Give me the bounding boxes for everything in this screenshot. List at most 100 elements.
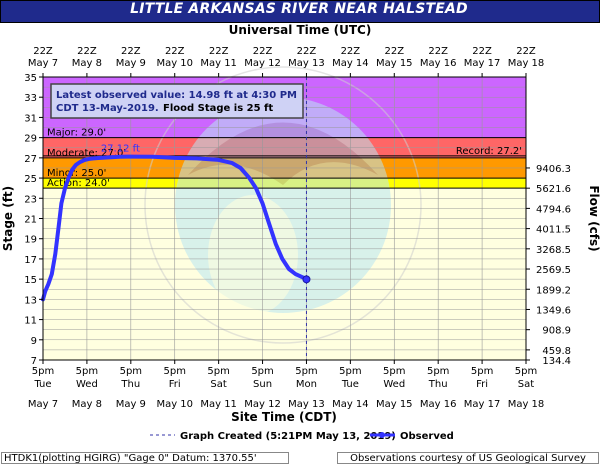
x-tick-date: May 11 <box>200 399 237 410</box>
flow-tick-label: 459.8 <box>542 346 571 357</box>
x-tick-time: 5pm <box>471 366 493 377</box>
watermark-outer-ring <box>144 66 422 344</box>
observed-line <box>41 154 309 302</box>
top-tick-time: 22Z <box>297 46 317 57</box>
top-tick-date: May 15 <box>376 58 413 69</box>
y-tick-label: 19 <box>24 235 37 246</box>
y-tick-label: 25 <box>24 174 37 185</box>
top-tick-date: May 17 <box>464 58 501 69</box>
latest-observation-line3: Flood Stage is 25 ft <box>163 103 273 114</box>
y-tick-label: 13 <box>24 295 37 306</box>
x-tick-time: 5pm <box>251 366 273 377</box>
x-tick-date: May 17 <box>464 399 501 410</box>
latest-observation-line2: CDT 13-May-2019. <box>56 103 159 114</box>
latest-observation-box <box>50 83 304 119</box>
x-tick-time: 5pm <box>339 366 361 377</box>
y-tick-label: 23 <box>24 194 37 205</box>
top-tick-time: 22Z <box>472 46 492 57</box>
y-tick-label: 27 <box>24 154 37 165</box>
top-tick-date: May 18 <box>508 58 545 69</box>
flow-tick-label: 5621.6 <box>536 184 571 195</box>
x-tick-day: Mon <box>296 379 317 390</box>
top-tick-time: 22Z <box>77 46 97 57</box>
x-tick-time: 5pm <box>164 366 186 377</box>
x-tick-date: May 14 <box>332 399 369 410</box>
top-axis-title: Universal Time (UTC) <box>229 23 372 37</box>
x-tick-time: 5pm <box>427 366 449 377</box>
x-tick-day: Wed <box>383 379 405 390</box>
x-tick-date: May 9 <box>116 399 146 410</box>
x-tick-date: May 8 <box>72 399 102 410</box>
datum-footer: HTDK1(plotting HGIRG) "Gage 0" Datum: 13… <box>1 452 289 464</box>
top-tick-date: May 8 <box>72 58 102 69</box>
x-tick-day: Fri <box>169 379 181 390</box>
x-tick-date: May 18 <box>508 399 545 410</box>
x-tick-day: Thu <box>428 379 448 390</box>
legend-observed-label: Observed <box>400 431 454 442</box>
x-tick-day: Wed <box>76 379 98 390</box>
top-tick-date: May 9 <box>116 58 146 69</box>
x-tick-time: 5pm <box>32 366 54 377</box>
x-tick-time: 5pm <box>120 366 142 377</box>
chart-title: LITTLE ARKANSAS RIVER NEAR HALSTEAD <box>130 1 468 17</box>
x-axis-title: Site Time (CDT) <box>231 410 337 424</box>
source-footer: Observations courtesy of US Geological S… <box>337 452 599 464</box>
top-tick-time: 22Z <box>209 46 229 57</box>
y-tick-label: 29 <box>24 134 37 145</box>
y-tick-label: 17 <box>24 255 37 266</box>
threshold-lines: Major: 29.0' Moderate: 27.0' Minor: 25.0'A… <box>43 77 526 360</box>
x-tick-date: May 12 <box>244 399 281 410</box>
x-tick-time: 5pm <box>76 366 98 377</box>
top-tick-date: May 13 <box>288 58 325 69</box>
flow-tick-label: 4011.5 <box>536 225 571 236</box>
flow-tick-label: 134.4 <box>542 356 571 367</box>
y-tick-label: 35 <box>24 73 37 84</box>
x-tick-date: May 7 <box>28 399 58 410</box>
x-tick-date: May 15 <box>376 399 413 410</box>
top-tick-time: 22Z <box>341 46 361 57</box>
x-tick-time: 5pm <box>295 366 317 377</box>
top-tick-date: May 14 <box>332 58 369 69</box>
x-tick-day: Thu <box>120 379 140 390</box>
top-tick-date: May 12 <box>244 58 281 69</box>
legend-observed-marker <box>379 432 385 438</box>
x-tick-time: 5pm <box>207 366 229 377</box>
axes: 7 9 11 13 15 17 19 21 23 25 27 29 31 33 35 Stage (ft) 94… <box>1 23 600 424</box>
top-tick-time: 22Z <box>121 46 141 57</box>
y-tick-label: 21 <box>24 215 37 226</box>
x-tick-day: Tue <box>33 379 51 390</box>
x-tick-day: Sat <box>518 379 534 390</box>
threshold-label-action: Action: 24.0' <box>47 178 110 189</box>
y-tick-label: 15 <box>24 275 37 286</box>
y-tick-label: 11 <box>24 316 37 327</box>
labels: Graph Created (5:21PM May 13, 2019) Obser… <box>50 83 454 442</box>
y-tick-label: 33 <box>24 93 37 104</box>
top-tick-time: 22Z <box>516 46 536 57</box>
watermark-wave-highlight <box>208 195 298 315</box>
x-tick-day: Sat <box>210 379 226 390</box>
top-tick-time: 22Z <box>33 46 53 57</box>
x-tick-time: 5pm <box>383 366 405 377</box>
x-tick-date: May 10 <box>156 399 193 410</box>
flow-tick-label: 3268.5 <box>536 245 571 256</box>
x-tick-day: Sun <box>253 379 272 390</box>
legend-graph-created-label: Graph Created (5:21PM May 13, 2019) <box>180 431 396 442</box>
top-tick-time: 22Z <box>428 46 448 57</box>
threshold-label-minor: Minor: 25.0' <box>47 168 106 179</box>
threshold-label-major: Major: 29.0' <box>47 128 106 139</box>
flow-tick-label: 4794.6 <box>536 204 571 215</box>
y-tick-label: 7 <box>31 356 37 367</box>
x-tick-date: May 13 <box>288 399 325 410</box>
y-tick-label: 31 <box>24 113 37 124</box>
top-tick-date: May 11 <box>200 58 237 69</box>
y-axis-title: Stage (ft) <box>1 186 15 251</box>
x-tick-day: Tue <box>341 379 359 390</box>
flow-tick-label: 1349.6 <box>536 305 571 316</box>
x-tick-time: 5pm <box>515 366 537 377</box>
latest-observation-point <box>302 275 311 284</box>
top-tick-time: 22Z <box>384 46 404 57</box>
latest-observation-line1: Latest observed value: 14.98 ft at 4:30 … <box>56 90 297 101</box>
top-tick-date: May 16 <box>420 58 457 69</box>
observed-series: 27.12 ft <box>41 144 311 302</box>
y-tick-label: 9 <box>31 336 37 347</box>
